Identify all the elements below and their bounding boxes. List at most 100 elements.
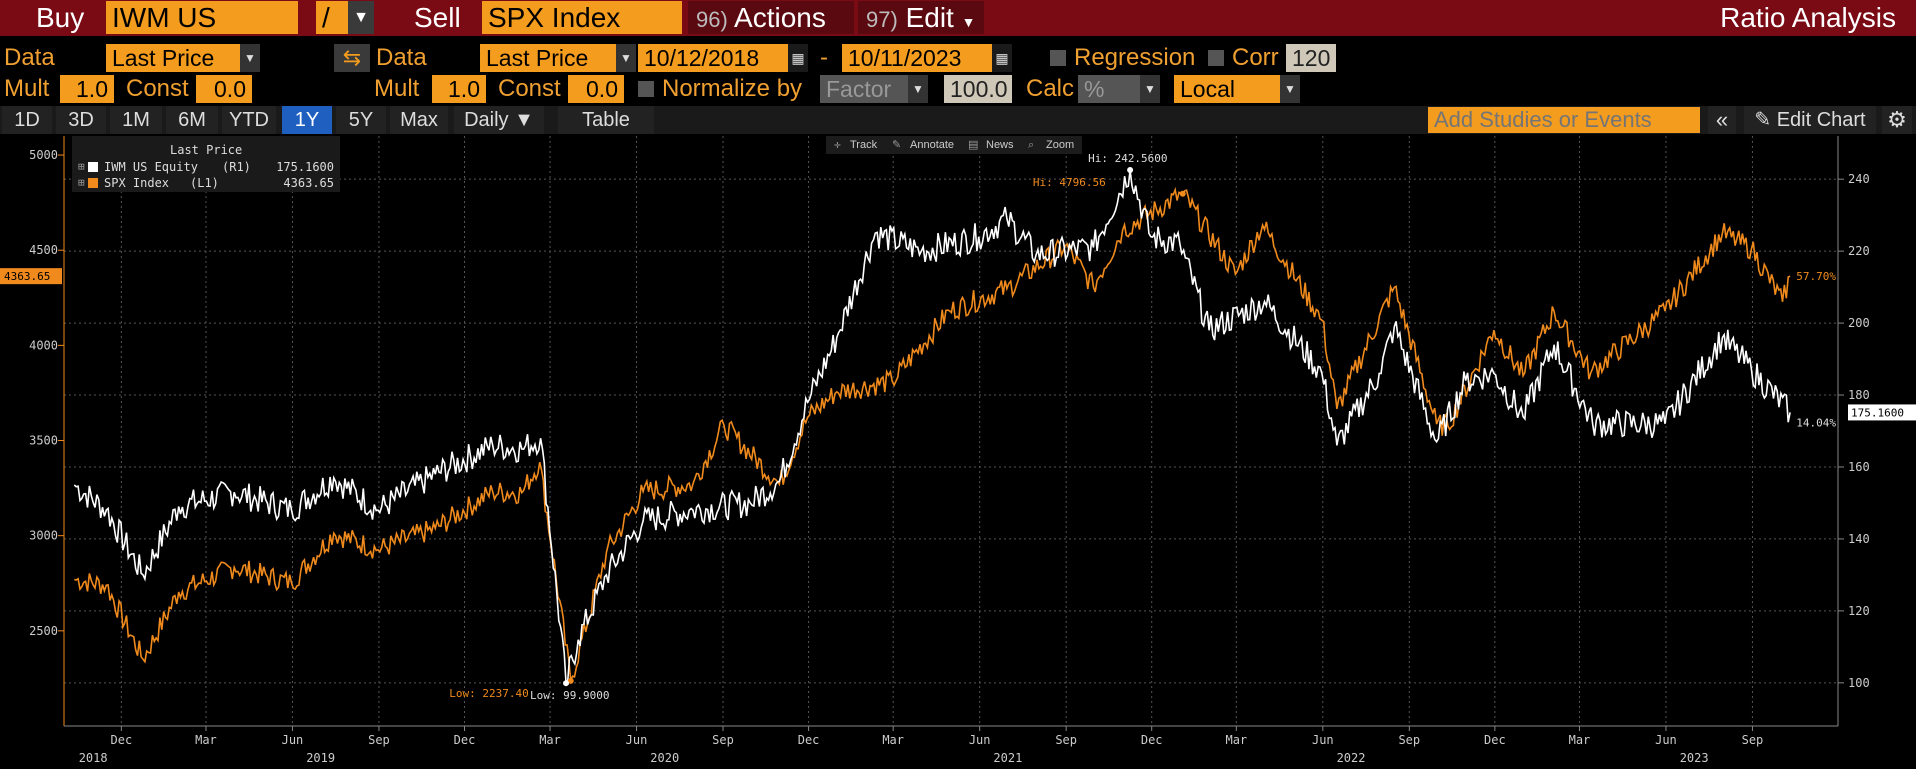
chart-grid (64, 136, 1838, 726)
calendar-icon: ▦ (995, 50, 1009, 66)
tab-3d[interactable]: 3D (56, 106, 106, 134)
legend-label-iwm: IWM US Equity (104, 160, 198, 174)
legend-value-spx: 4363.65 (283, 176, 334, 190)
mult1-label: Mult (4, 75, 50, 102)
chevron-down-icon: ▼ (912, 82, 924, 96)
spx-pct-change: 57.70% (1796, 270, 1836, 283)
pencil-icon: ✎ (1754, 109, 1772, 131)
corr-window-field[interactable]: 120 (1286, 44, 1336, 72)
right-tick-label: 200 (1848, 316, 1870, 330)
x-tick-label: Jun (969, 733, 991, 747)
x-tick-label: Sep (1398, 733, 1420, 747)
operator-field[interactable]: / (316, 1, 348, 34)
regression-checkbox[interactable] (1050, 50, 1066, 66)
const1-label: Const (126, 75, 189, 102)
const2-field[interactable]: 0.0 (568, 75, 624, 103)
normalize-dropdown-button[interactable]: ▼ (908, 75, 928, 103)
start-date-calendar-button[interactable]: ▦ (788, 44, 808, 72)
mult2-field[interactable]: 1.0 (432, 75, 486, 103)
buy-security-field[interactable]: IWM US Equity (106, 1, 298, 66)
iwm-high-label: Hi: 242.5600 (1088, 152, 1167, 165)
start-date-field[interactable]: 10/12/2018 (638, 44, 788, 72)
left-tick-label: 4500 (29, 243, 58, 257)
right-axis-ticks: 240 220 200 180 160 140 120 100 (1838, 172, 1870, 690)
actions-menu-number: 96) (696, 7, 728, 32)
operator-dropdown-button[interactable]: ▼ (348, 1, 374, 34)
tab-5y[interactable]: 5Y (336, 106, 386, 134)
plus-icon[interactable]: ⊞ (78, 176, 85, 189)
tab-max[interactable]: Max (390, 106, 448, 134)
data2-select[interactable]: Last Price (480, 44, 616, 72)
x-year-label: 2019 (306, 751, 335, 765)
sell-security-field[interactable]: SPX Index (482, 1, 682, 34)
swap-button[interactable]: ⇆ (334, 44, 370, 72)
x-tick-label: Mar (1225, 733, 1247, 747)
calc-select[interactable]: % (1078, 75, 1140, 103)
annotate-tool[interactable]: ✎ Annotate (892, 138, 954, 151)
x-tick-label: Sep (1742, 733, 1764, 747)
mult1-field[interactable]: 1.0 (60, 75, 114, 103)
edit-chart-button[interactable]: ✎ Edit Chart (1744, 106, 1876, 134)
spx-high-marker (1179, 190, 1186, 197)
iwm-last-value: 175.1600 (1851, 406, 1904, 419)
ratio-chart[interactable]: 5000 4500 4000 3500 3000 2500 240 220 200 180 160… (0, 136, 1916, 769)
right-tick-label: 240 (1848, 172, 1870, 186)
data2-dropdown-button[interactable]: ▼ (616, 44, 636, 72)
end-date-field[interactable]: 10/11/2023 (842, 44, 992, 72)
actions-menu[interactable]: 96) Actions ▼ (688, 1, 854, 65)
table-button[interactable]: Table (558, 106, 654, 134)
zoom-tool[interactable]: ⌕ Zoom (1028, 138, 1074, 151)
double-chevron-left-icon: « (1715, 107, 1729, 132)
edit-menu[interactable]: 97) Edit ▼ (858, 1, 984, 34)
x-tick-label: Dec (111, 733, 133, 747)
chevron-down-icon: ▼ (353, 9, 369, 26)
data1-dropdown-button[interactable]: ▼ (240, 44, 260, 72)
pencil-icon: ✎ (892, 138, 901, 151)
calc-dropdown-button[interactable]: ▼ (1140, 75, 1160, 103)
crosshair-icon: ✛ (834, 138, 841, 151)
data1-select[interactable]: Last Price (106, 44, 240, 72)
settings-button[interactable]: ⚙ (1882, 106, 1912, 134)
swap-arrows-icon: ⇆ (342, 45, 362, 70)
calendar-icon: ▦ (791, 50, 805, 66)
left-tick-label: 2500 (29, 624, 58, 638)
x-tick-label: Mar (1569, 733, 1591, 747)
track-tool[interactable]: ✛ Track (834, 138, 878, 151)
normalize-checkbox[interactable] (638, 81, 654, 97)
const1-field[interactable]: 0.0 (196, 75, 252, 103)
x-tick-label: Dec (1484, 733, 1506, 747)
legend-axis-iwm: (R1) (222, 160, 251, 174)
tab-6m[interactable]: 6M (166, 106, 218, 134)
zoom-label: Zoom (1046, 139, 1074, 151)
collapse-button[interactable]: « (1708, 106, 1736, 134)
x-year-label: 2023 (1680, 751, 1709, 765)
currency-select[interactable]: Local (1174, 75, 1280, 103)
page-title: Ratio Analysis (1720, 2, 1896, 33)
annotate-label: Annotate (910, 139, 954, 151)
currency-dropdown-button[interactable]: ▼ (1280, 75, 1300, 103)
tab-1m[interactable]: 1M (110, 106, 162, 134)
right-tick-label: 140 (1848, 532, 1870, 546)
end-date-calendar-button[interactable]: ▦ (992, 44, 1012, 72)
corr-label: Corr (1232, 44, 1279, 71)
corr-checkbox[interactable] (1208, 50, 1224, 66)
x-tick-label: Mar (882, 733, 904, 747)
mult2-label: Mult (374, 75, 420, 102)
normalize-amount-field[interactable]: 100.0 (944, 75, 1012, 103)
add-studies-input[interactable] (1428, 107, 1700, 133)
x-tick-label: Jun (1655, 733, 1677, 747)
left-tick-label: 5000 (29, 148, 58, 162)
tab-1d[interactable]: 1D (2, 106, 52, 134)
tab-ytd[interactable]: YTD (222, 106, 276, 134)
legend-swatch-spx (88, 178, 98, 188)
plus-icon[interactable]: ⊞ (78, 160, 85, 173)
spx-last-value-badge (0, 268, 62, 285)
tab-1y[interactable]: 1Y (282, 106, 332, 134)
chevron-down-icon: ▼ (1144, 82, 1156, 96)
frequency-dropdown[interactable]: Daily ▼ (454, 106, 544, 134)
normalize-select[interactable]: Factor (820, 75, 908, 103)
news-tool[interactable]: ▤ News (968, 138, 1014, 151)
edit-chart-label: Edit Chart (1776, 109, 1866, 131)
magnifier-icon: ⌕ (1028, 138, 1034, 151)
x-tick-label: Dec (1141, 733, 1163, 747)
